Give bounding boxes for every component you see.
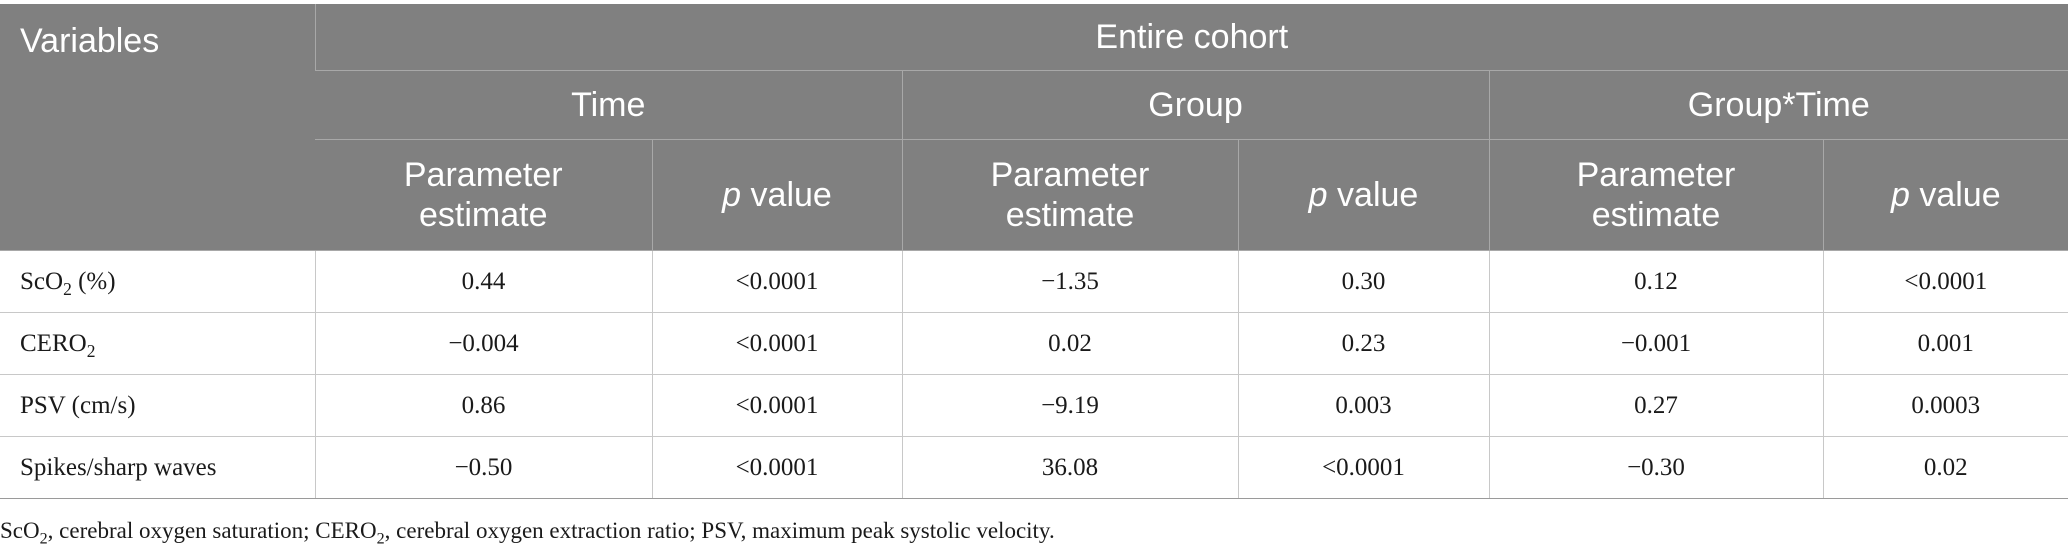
group-header: Group <box>901 70 1489 140</box>
p-value-cell: <0.0001 <box>1237 436 1489 499</box>
p-value-cell: <0.0001 <box>1822 250 2068 313</box>
parameter-estimate-cell: 0.12 <box>1488 250 1823 313</box>
p-value-header: p value <box>1237 139 1489 251</box>
variable-name: PSV (cm/s) <box>20 391 136 419</box>
p-label-rest: value <box>741 176 832 214</box>
parameter-estimate-cell: −0.004 <box>314 312 652 375</box>
p-value-header: p value <box>651 139 902 251</box>
parameter-estimate-cell: 0.27 <box>1488 374 1823 437</box>
table-row: Spikes/sharp waves −0.50 <0.0001 36.08 <0.00… <box>0 436 2068 499</box>
param-label-line2: estimate <box>1005 196 1135 234</box>
parameter-estimate-cell: −9.19 <box>901 374 1238 437</box>
param-label-line1: Parameter <box>1576 156 1736 194</box>
variable-cell: ScO2 (%) <box>0 250 315 313</box>
p-value-cell: <0.0001 <box>651 436 902 499</box>
p-value-cell: 0.23 <box>1237 312 1489 375</box>
param-label-line2: estimate <box>419 196 548 234</box>
footnote-subscript: 2 <box>376 530 385 548</box>
p-value-cell: 0.0003 <box>1822 374 2068 437</box>
time-header: Time <box>315 70 902 140</box>
parameter-estimate-cell: 0.86 <box>314 374 652 437</box>
group-time-header: Group*Time <box>1488 70 2068 140</box>
parameter-estimate-cell: −0.50 <box>314 436 652 499</box>
p-italic: p <box>1308 176 1328 214</box>
variable-name: Spikes/sharp waves <box>20 453 217 481</box>
table-row: ScO2 (%) 0.44 <0.0001 −1.35 0.30 0.12 <0.0001 <box>0 250 2068 313</box>
variable-cell: Spikes/sharp waves <box>0 436 315 499</box>
p-italic: p <box>722 176 742 214</box>
parameter-estimate-cell: −0.001 <box>1488 312 1823 375</box>
parameter-estimate-cell: 36.08 <box>901 436 1238 499</box>
param-label-line1: Parameter <box>990 156 1150 194</box>
variable-subscript: 2 <box>63 278 72 299</box>
variable-name: CERO <box>20 329 87 357</box>
p-value-cell: 0.02 <box>1822 436 2068 499</box>
p-label-rest: value <box>1327 176 1419 214</box>
p-value-cell: 0.30 <box>1237 250 1489 313</box>
variable-name: ScO <box>20 267 64 295</box>
footnote-text: , cerebral oxygen extraction ratio; PSV,… <box>384 518 1055 543</box>
param-estimate-header: Parameter estimate <box>901 139 1238 251</box>
variable-cell: PSV (cm/s) <box>0 374 315 437</box>
variable-subscript: 2 <box>86 340 96 361</box>
variable-cell: CERO2 <box>0 312 315 375</box>
table-row: PSV (cm/s) 0.86 <0.0001 −9.19 0.003 0.27 0.000… <box>0 374 2068 437</box>
results-table-container: Variables Entire cohort Time Group Group… <box>0 4 2068 499</box>
p-value-cell: 0.003 <box>1237 374 1489 437</box>
param-estimate-header: Parameter estimate <box>315 139 652 251</box>
parameter-estimate-cell: −1.35 <box>901 250 1238 313</box>
param-estimate-header: Parameter estimate <box>1488 139 1823 251</box>
param-label-line1: Parameter <box>403 156 563 194</box>
table-header: Variables Entire cohort Time Group Group… <box>0 4 2068 251</box>
cohort-header: Entire cohort <box>314 4 2068 71</box>
results-table: Variables Entire cohort Time Group Group… <box>0 4 2068 499</box>
footnote-text: ScO <box>0 518 40 543</box>
p-label-rest: value <box>1909 176 2001 214</box>
p-italic: p <box>1890 176 1910 214</box>
table-footnote: ScO2, cerebral oxygen saturation; CERO2,… <box>0 516 1055 548</box>
param-label-line2: estimate <box>1591 196 1721 234</box>
table-body: ScO2 (%) 0.44 <0.0001 −1.35 0.30 0.12 <0.0001 C… <box>0 250 2068 499</box>
variables-header: Variables <box>0 4 315 251</box>
table-row: CERO2 −0.004 <0.0001 0.02 0.23 −0.001 0.001 <box>0 312 2068 375</box>
footnote-text: , cerebral oxygen saturation; CERO <box>47 518 377 543</box>
variable-unit: (%) <box>71 267 116 295</box>
p-value-cell: <0.0001 <box>651 374 902 437</box>
p-value-cell: <0.0001 <box>651 250 902 313</box>
parameter-estimate-cell: −0.30 <box>1488 436 1823 499</box>
parameter-estimate-cell: 0.44 <box>314 250 652 313</box>
p-value-cell: <0.0001 <box>651 312 902 375</box>
p-value-header: p value <box>1822 139 2068 251</box>
parameter-estimate-cell: 0.02 <box>901 312 1238 375</box>
p-value-cell: 0.001 <box>1822 312 2068 375</box>
footnote-subscript: 2 <box>39 530 48 548</box>
